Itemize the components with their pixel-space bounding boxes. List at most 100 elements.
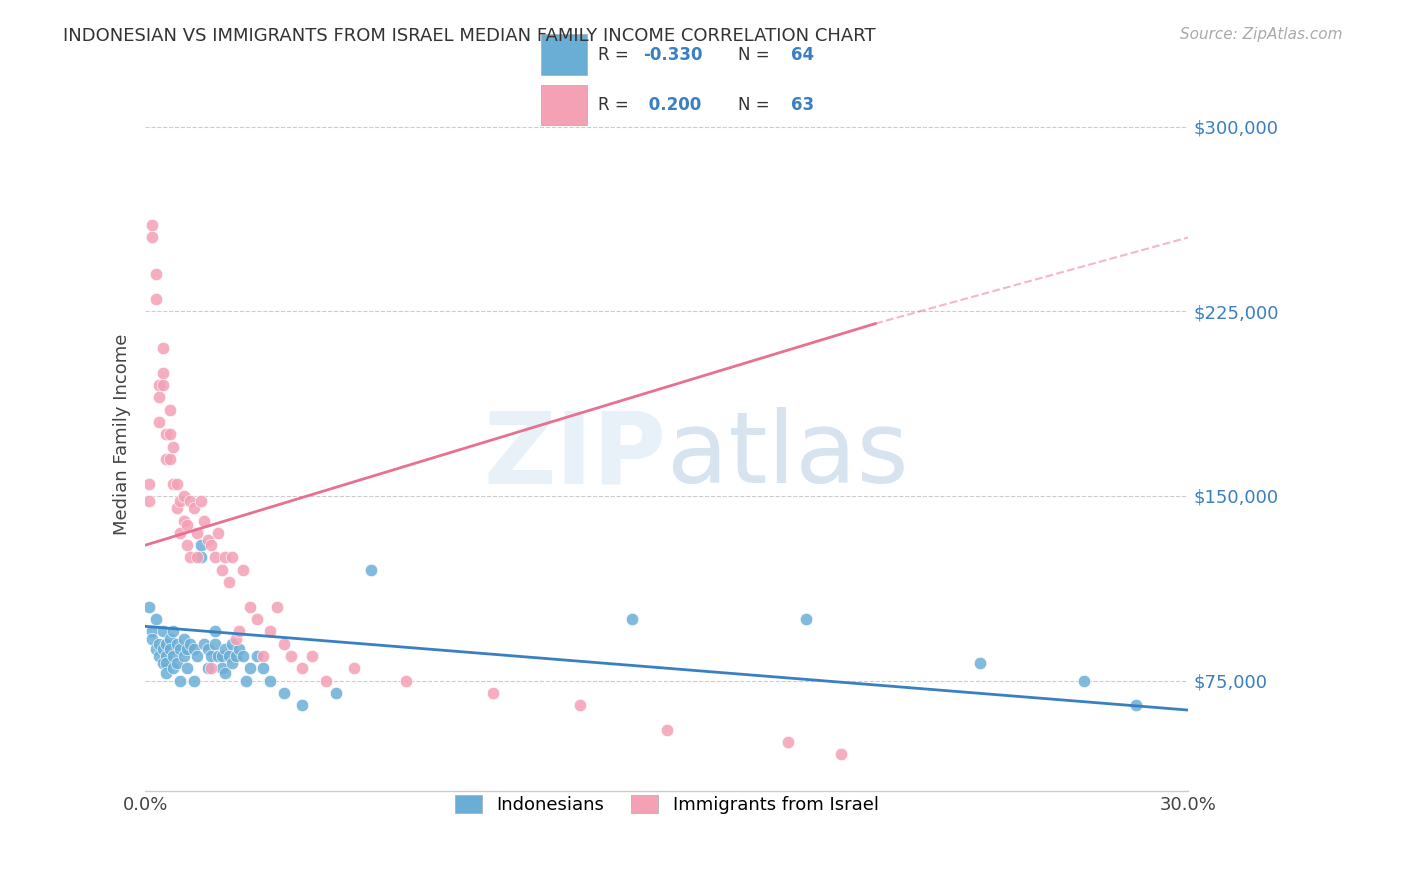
- Legend: Indonesians, Immigrants from Israel: Indonesians, Immigrants from Israel: [444, 784, 890, 825]
- Immigrants from Israel: [200, 661, 222, 675]
- Text: 0.200: 0.200: [644, 96, 702, 114]
- Y-axis label: Median Family Income: Median Family Income: [114, 334, 131, 535]
- Immigrants from Israel: [169, 493, 191, 508]
- Indonesians: [162, 624, 184, 639]
- Indonesians: [235, 673, 257, 688]
- Indonesians: [145, 612, 167, 626]
- Indonesians: [200, 648, 222, 663]
- Text: atlas: atlas: [666, 408, 908, 504]
- Text: ZIP: ZIP: [484, 408, 666, 504]
- Indonesians: [794, 612, 817, 626]
- Indonesians: [221, 657, 243, 671]
- Immigrants from Israel: [162, 476, 184, 491]
- Immigrants from Israel: [395, 673, 418, 688]
- Text: R =: R =: [598, 45, 634, 63]
- Immigrants from Israel: [148, 391, 170, 405]
- Immigrants from Israel: [159, 452, 181, 467]
- Indonesians: [190, 538, 212, 552]
- Indonesians: [155, 666, 177, 681]
- Indonesians: [193, 637, 215, 651]
- Indonesians: [141, 632, 163, 646]
- Immigrants from Israel: [218, 575, 240, 590]
- Indonesians: [145, 641, 167, 656]
- Immigrants from Israel: [141, 230, 163, 244]
- Indonesians: [152, 657, 174, 671]
- Immigrants from Israel: [778, 735, 800, 749]
- Indonesians: [138, 599, 160, 614]
- Indonesians: [176, 641, 198, 656]
- Indonesians: [190, 550, 212, 565]
- Indonesians: [179, 637, 201, 651]
- Indonesians: [155, 637, 177, 651]
- Indonesians: [259, 673, 281, 688]
- Indonesians: [169, 673, 191, 688]
- Immigrants from Israel: [152, 366, 174, 380]
- Immigrants from Israel: [211, 563, 233, 577]
- Immigrants from Israel: [245, 612, 267, 626]
- Indonesians: [183, 641, 205, 656]
- Indonesians: [204, 624, 226, 639]
- Text: 63: 63: [790, 96, 814, 114]
- Text: N =: N =: [738, 45, 775, 63]
- Immigrants from Israel: [197, 533, 219, 548]
- Indonesians: [1125, 698, 1147, 713]
- Immigrants from Israel: [221, 550, 243, 565]
- Immigrants from Israel: [225, 632, 247, 646]
- Indonesians: [211, 661, 233, 675]
- Immigrants from Israel: [482, 686, 505, 700]
- Immigrants from Israel: [655, 723, 678, 737]
- Indonesians: [214, 641, 236, 656]
- Immigrants from Israel: [179, 550, 201, 565]
- Indonesians: [162, 661, 184, 675]
- Immigrants from Israel: [239, 599, 262, 614]
- Immigrants from Israel: [152, 341, 174, 355]
- Immigrants from Israel: [228, 624, 250, 639]
- Immigrants from Israel: [301, 648, 323, 663]
- Immigrants from Israel: [166, 476, 188, 491]
- Immigrants from Israel: [141, 218, 163, 232]
- Indonesians: [159, 632, 181, 646]
- Indonesians: [169, 641, 191, 656]
- Indonesians: [207, 648, 229, 663]
- Indonesians: [186, 648, 208, 663]
- Immigrants from Israel: [173, 489, 195, 503]
- Immigrants from Israel: [193, 514, 215, 528]
- Indonesians: [325, 686, 347, 700]
- Immigrants from Israel: [179, 493, 201, 508]
- Immigrants from Israel: [232, 563, 254, 577]
- Immigrants from Israel: [155, 427, 177, 442]
- Indonesians: [166, 657, 188, 671]
- Indonesians: [141, 624, 163, 639]
- Immigrants from Israel: [162, 440, 184, 454]
- Immigrants from Israel: [252, 648, 274, 663]
- Immigrants from Israel: [214, 550, 236, 565]
- Immigrants from Israel: [138, 476, 160, 491]
- Indonesians: [228, 641, 250, 656]
- Immigrants from Israel: [186, 550, 208, 565]
- Indonesians: [166, 637, 188, 651]
- Text: R =: R =: [598, 96, 634, 114]
- Indonesians: [148, 648, 170, 663]
- Indonesians: [252, 661, 274, 675]
- Indonesians: [183, 673, 205, 688]
- Text: INDONESIAN VS IMMIGRANTS FROM ISRAEL MEDIAN FAMILY INCOME CORRELATION CHART: INDONESIAN VS IMMIGRANTS FROM ISRAEL MED…: [63, 27, 876, 45]
- Indonesians: [155, 657, 177, 671]
- Immigrants from Israel: [343, 661, 366, 675]
- Text: -0.330: -0.330: [644, 45, 703, 63]
- Immigrants from Israel: [152, 378, 174, 392]
- Indonesians: [221, 637, 243, 651]
- Indonesians: [273, 686, 295, 700]
- Immigrants from Israel: [568, 698, 591, 713]
- Immigrants from Israel: [830, 747, 852, 762]
- Immigrants from Israel: [259, 624, 281, 639]
- Indonesians: [360, 563, 382, 577]
- Indonesians: [969, 657, 991, 671]
- Indonesians: [225, 648, 247, 663]
- Immigrants from Israel: [280, 648, 302, 663]
- Immigrants from Israel: [173, 514, 195, 528]
- Immigrants from Israel: [186, 525, 208, 540]
- Immigrants from Israel: [200, 538, 222, 552]
- Immigrants from Israel: [166, 501, 188, 516]
- Indonesians: [162, 648, 184, 663]
- Indonesians: [245, 648, 267, 663]
